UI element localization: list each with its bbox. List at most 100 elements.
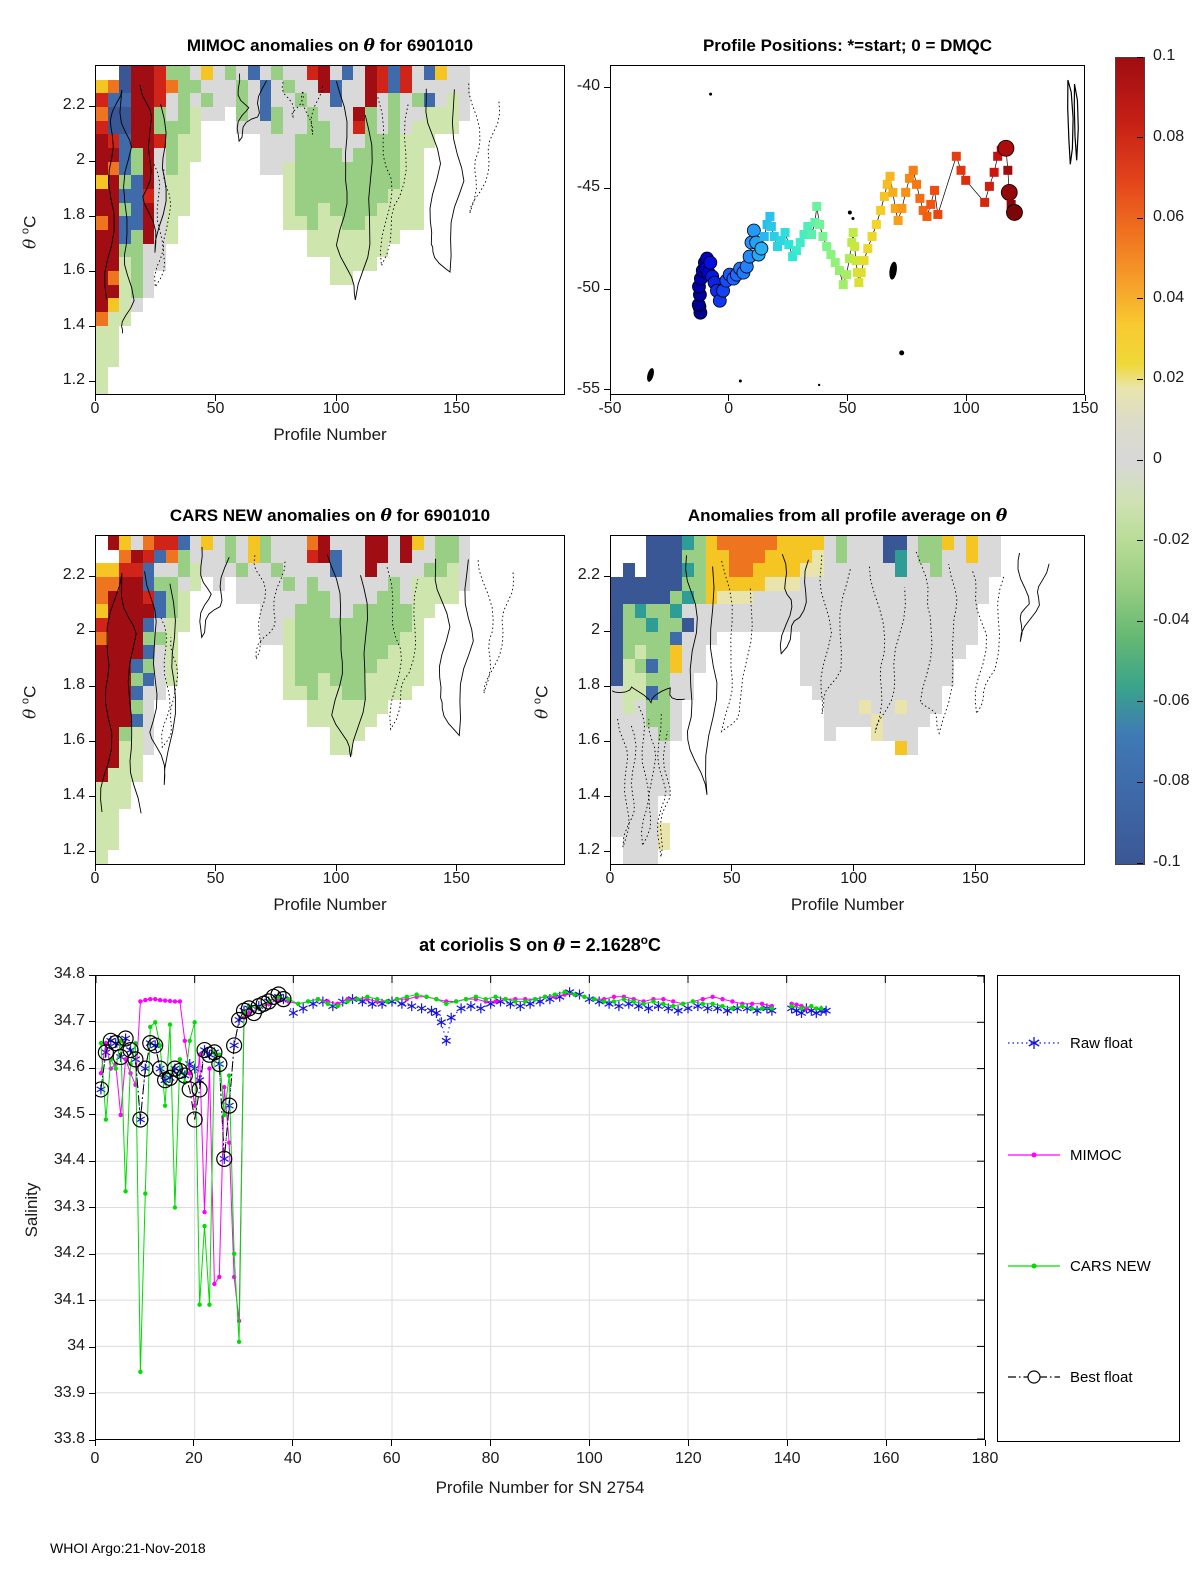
heatmap-cell [189, 120, 202, 135]
heatmap-cell [341, 120, 354, 135]
heatmap-cell [119, 312, 132, 326]
heatmap-cell [236, 590, 249, 605]
heatmap-cell [318, 618, 330, 632]
marker-dot [157, 1043, 163, 1048]
heatmap-cell [306, 230, 319, 244]
marker-asterisk [703, 1003, 713, 1014]
heatmap-cell [119, 549, 132, 564]
heatmap-cell [107, 741, 120, 755]
heatmap-cell [388, 549, 401, 564]
heatmap-cell [306, 645, 319, 659]
heatmap-cell [882, 659, 895, 673]
heatmap-cell [341, 148, 354, 162]
heatmap-cell [294, 161, 307, 176]
heatmap-cell [411, 590, 424, 605]
heatmap-cell [622, 782, 635, 796]
heatmap-cell [119, 79, 132, 94]
heatmap-cell [400, 93, 412, 107]
heatmap-cell [658, 754, 671, 769]
heatmap-cell [294, 631, 307, 646]
heatmap-cell [646, 809, 659, 823]
salinity-plot [95, 975, 985, 1440]
heatmap-cell [376, 686, 389, 700]
heatmap-cell [611, 768, 623, 782]
colorbar-tick-mark [1137, 137, 1143, 139]
marker-asterisk [643, 1003, 654, 1014]
heatmap-cell [329, 148, 342, 162]
heatmap-cell [634, 618, 647, 632]
heatmap-cell [705, 604, 718, 618]
heatmap-cell [119, 161, 132, 176]
plot-title-cars: CARS NEW anomalies on θ for 6901010 [169, 506, 491, 526]
heatmap-cell [154, 189, 167, 203]
heatmap-cell [341, 700, 354, 714]
heatmap-cell [646, 686, 659, 700]
heatmap-cell [341, 727, 354, 741]
heatmap-cell [131, 618, 143, 632]
heatmap-cell [977, 577, 990, 591]
heatmap-cell [306, 79, 319, 94]
heatmap-cell [96, 202, 108, 217]
heatmap-cell [236, 549, 249, 564]
x-tick-label: 150 [1071, 400, 1099, 417]
heatmap-cell [236, 79, 249, 94]
heatmap-cell [835, 577, 848, 591]
heatmap-cell [634, 645, 647, 659]
profile-marker-circle [746, 223, 761, 238]
heatmap-cell [294, 134, 307, 148]
heatmap-cell [166, 536, 178, 550]
profile-marker-square [791, 246, 801, 256]
heatmap-cell [259, 134, 272, 148]
marker-dot [202, 1209, 207, 1215]
heatmap-cell [823, 590, 836, 605]
heatmap-cell [131, 577, 143, 591]
heatmap-cell [142, 66, 155, 80]
heatmap-cell [341, 189, 354, 203]
heatmap-cell [236, 577, 249, 591]
marker-asterisk [673, 1005, 683, 1016]
heatmap-cell [681, 590, 694, 605]
heatmap-cell [177, 120, 190, 135]
heatmap-cell [142, 271, 155, 285]
heatmap-cell [411, 618, 424, 632]
heatmap-cell [248, 590, 260, 605]
heatmap-cell [329, 590, 342, 605]
marker-asterisk [821, 1005, 831, 1016]
profile-marker-square [951, 151, 961, 161]
x-tick-mark [609, 865, 611, 871]
marker-dot [759, 1001, 765, 1006]
heatmap-cell [953, 549, 966, 564]
heatmap-cell [681, 618, 694, 632]
y-tick-label: 1.6 [577, 731, 600, 749]
heatmap-cell [622, 850, 635, 864]
marker-dot [641, 1001, 646, 1006]
marker-asterisk [407, 1001, 417, 1012]
heatmap-cell [107, 672, 120, 687]
heatmap-cell [318, 700, 330, 714]
heatmap-cell [131, 768, 143, 782]
marker-dot [227, 1140, 232, 1145]
marker-dot [335, 1003, 340, 1009]
heatmap-cell [658, 645, 671, 659]
marker-dot [315, 996, 321, 1002]
heatmap-cell [411, 645, 424, 659]
land-dot [738, 379, 742, 383]
heatmap-cell [693, 618, 706, 632]
heatmap-cell [119, 631, 132, 646]
heatmap-cell [154, 134, 167, 148]
marker-dot [384, 999, 390, 1004]
heatmap-cell [847, 659, 860, 673]
heatmap-cell [341, 175, 354, 189]
heatmap-cell [376, 645, 389, 659]
legend-item-cars-new: CARS NEW [1006, 1257, 1151, 1275]
profile-marker-square [961, 175, 971, 185]
profile-marker-square [897, 203, 907, 213]
heatmap-cell [918, 618, 931, 632]
heatmap-cell [446, 577, 459, 591]
heatmap-cell [953, 536, 966, 550]
y-tick-label: 34 [67, 1337, 85, 1354]
heatmap-cell [341, 216, 354, 230]
heatmap-cell [142, 549, 155, 564]
heatmap-cell [411, 577, 424, 591]
heatmap-cell [894, 645, 907, 659]
